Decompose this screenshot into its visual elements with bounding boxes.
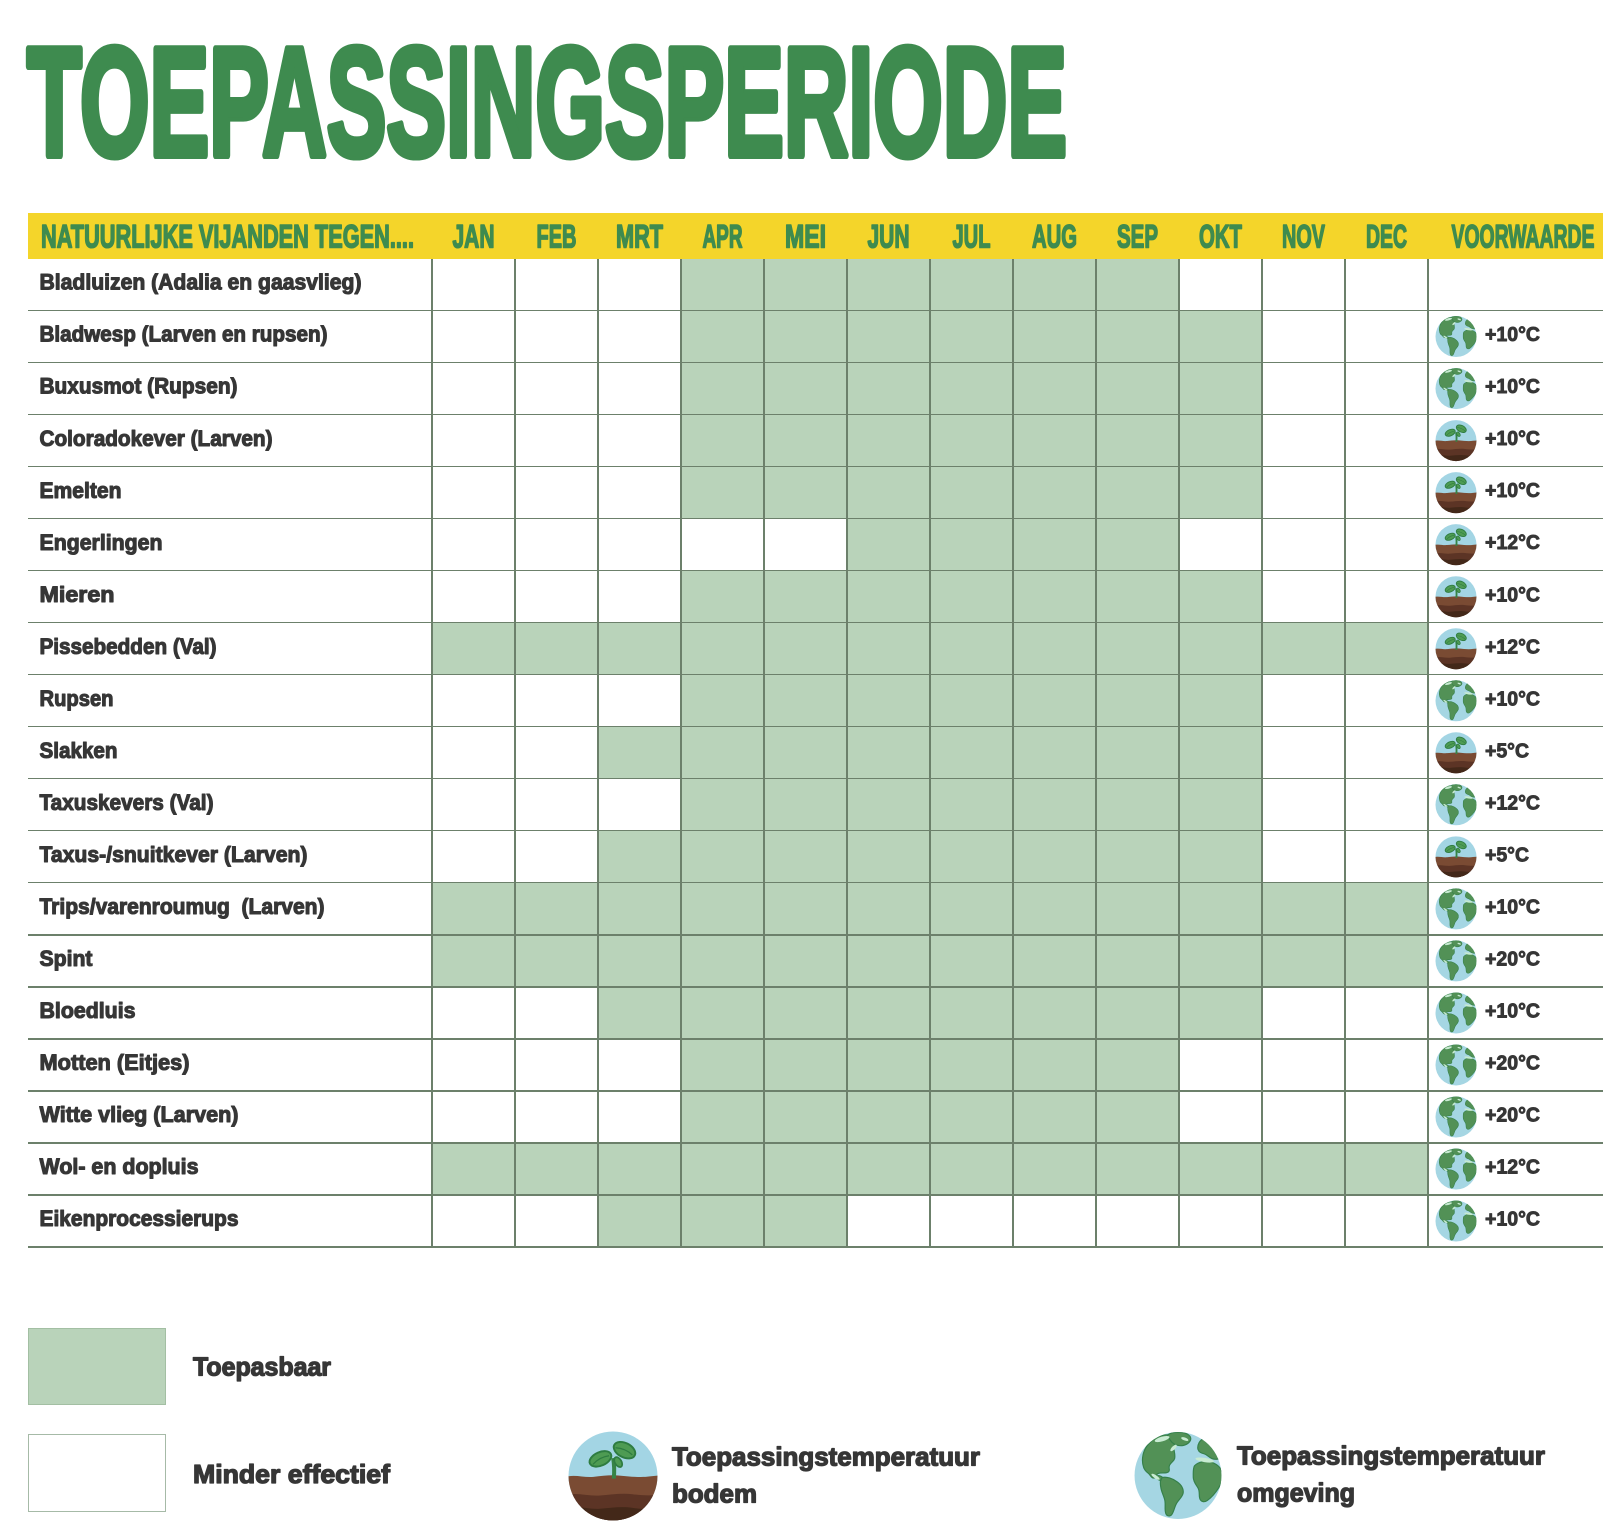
svg-text:+12°C: +12°C [1485, 636, 1540, 658]
svg-text:Witte vlieg (Larven): Witte vlieg (Larven) [40, 1102, 239, 1127]
svg-text:JAN: JAN [453, 219, 495, 255]
svg-text:Spint: Spint [40, 946, 93, 971]
svg-text:+20°C: +20°C [1485, 1053, 1540, 1075]
svg-text:Minder effectief: Minder effectief [193, 1461, 390, 1489]
svg-text:SEP: SEP [1117, 219, 1158, 255]
svg-text:Slakken: Slakken [40, 738, 118, 763]
svg-text:+10°C: +10°C [1485, 1209, 1540, 1231]
svg-text:AUG: AUG [1032, 219, 1077, 255]
svg-text:Buxusmot (Rupsen): Buxusmot (Rupsen) [40, 374, 238, 399]
svg-text:Emelten: Emelten [40, 478, 122, 503]
svg-text:Bladwesp (Larven en rupsen): Bladwesp (Larven en rupsen) [40, 322, 328, 347]
svg-text:+10°C: +10°C [1485, 1000, 1540, 1022]
svg-text:Toepasbaar: Toepasbaar [193, 1353, 331, 1381]
svg-text:TOEPASSINGSPERIODE: TOEPASSINGSPERIODE [27, 15, 1067, 188]
svg-text:Coloradokever (Larven): Coloradokever (Larven) [40, 426, 273, 451]
svg-text:Toepassingstemperatuur: Toepassingstemperatuur [1237, 1442, 1545, 1470]
svg-text:Bloedluis: Bloedluis [40, 998, 136, 1023]
svg-text:Engerlingen: Engerlingen [40, 530, 163, 555]
svg-text:APR: APR [703, 219, 743, 255]
svg-text:Pissebedden (Val): Pissebedden (Val) [40, 634, 217, 659]
svg-text:Mieren: Mieren [40, 582, 115, 607]
svg-text:Bladluizen (Adalia en gaasvlie: Bladluizen (Adalia en gaasvlieg) [40, 270, 362, 295]
svg-text:+10°C: +10°C [1485, 480, 1540, 502]
svg-text:+10°C: +10°C [1485, 896, 1540, 918]
svg-text:bodem: bodem [672, 1480, 757, 1508]
svg-text:Wol- en dopluis: Wol- en dopluis [40, 1154, 199, 1179]
svg-text:+5°C: +5°C [1485, 740, 1529, 762]
svg-text:VOORWAARDE: VOORWAARDE [1452, 219, 1595, 255]
svg-text:FEB: FEB [537, 219, 577, 255]
svg-text:+12°C: +12°C [1485, 1157, 1540, 1179]
svg-text:Rupsen: Rupsen [40, 686, 114, 711]
svg-text:Trips/varenroumug (Larven): Trips/varenroumug (Larven) [40, 894, 325, 919]
svg-text:+20°C: +20°C [1485, 1105, 1540, 1127]
svg-text:Taxuskevers (Val): Taxuskevers (Val) [40, 790, 214, 815]
svg-text:NOV: NOV [1282, 219, 1325, 255]
svg-text:+10°C: +10°C [1485, 428, 1540, 450]
svg-text:MRT: MRT [616, 219, 663, 255]
svg-text:OKT: OKT [1199, 219, 1242, 255]
svg-text:+5°C: +5°C [1485, 844, 1529, 866]
svg-text:+10°C: +10°C [1485, 376, 1540, 398]
svg-text:JUL: JUL [953, 219, 991, 255]
svg-text:MEI: MEI [785, 219, 826, 255]
svg-text:+20°C: +20°C [1485, 948, 1540, 970]
svg-text:+10°C: +10°C [1485, 688, 1540, 710]
svg-text:Motten (Eitjes): Motten (Eitjes) [40, 1050, 190, 1075]
svg-text:Taxus-/snuitkever (Larven): Taxus-/snuitkever (Larven) [40, 842, 308, 867]
svg-text:+12°C: +12°C [1485, 532, 1540, 554]
svg-text:DEC: DEC [1366, 219, 1407, 255]
svg-text:JUN: JUN [868, 219, 910, 255]
svg-text:Eikenprocessierups: Eikenprocessierups [40, 1206, 239, 1231]
svg-text:omgeving: omgeving [1237, 1479, 1355, 1507]
svg-text:+10°C: +10°C [1485, 324, 1540, 346]
svg-text:Toepassingstemperatuur: Toepassingstemperatuur [672, 1443, 980, 1471]
svg-text:+10°C: +10°C [1485, 584, 1540, 606]
svg-text:+12°C: +12°C [1485, 792, 1540, 814]
svg-text:NATUURLIJKE VIJANDEN TEGEN....: NATUURLIJKE VIJANDEN TEGEN.... [41, 219, 414, 255]
